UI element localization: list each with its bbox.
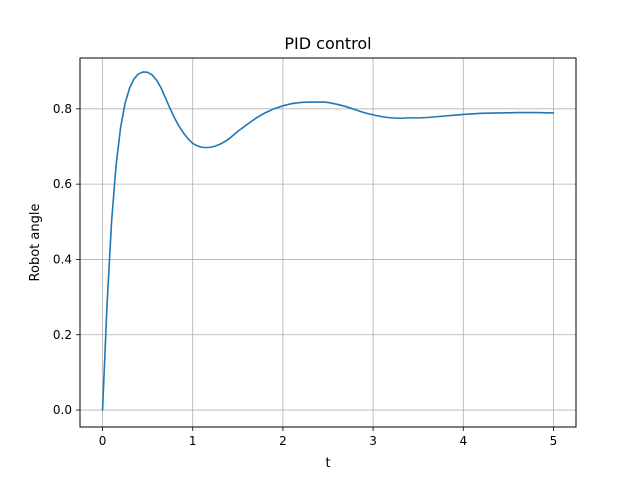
y-tick-label: 0.6 (53, 177, 72, 191)
x-tick-label: 1 (189, 434, 197, 448)
x-tick-label: 2 (279, 434, 287, 448)
x-axis-label: t (325, 456, 330, 471)
series-line (101, 71, 555, 411)
y-tick-label: 0.4 (53, 252, 72, 266)
x-tick-label: 0 (99, 434, 107, 448)
chart-title: PID control (284, 34, 371, 53)
axes-frame (79, 57, 577, 428)
data-layer (101, 71, 555, 411)
y-axis-label: Robot angle (28, 204, 43, 282)
y-tick-label: 0.2 (53, 328, 72, 342)
x-tick-label: 4 (459, 434, 467, 448)
grid (80, 58, 576, 427)
y-tick-label: 0.8 (53, 102, 72, 116)
x-tick-label: 5 (550, 434, 558, 448)
ticks: 0 1 2 3 4 5 0.0 0.2 0.4 0.6 0.8 (53, 102, 557, 448)
y-tick-label: 0.0 (53, 403, 72, 417)
x-tick-label: 3 (369, 434, 377, 448)
